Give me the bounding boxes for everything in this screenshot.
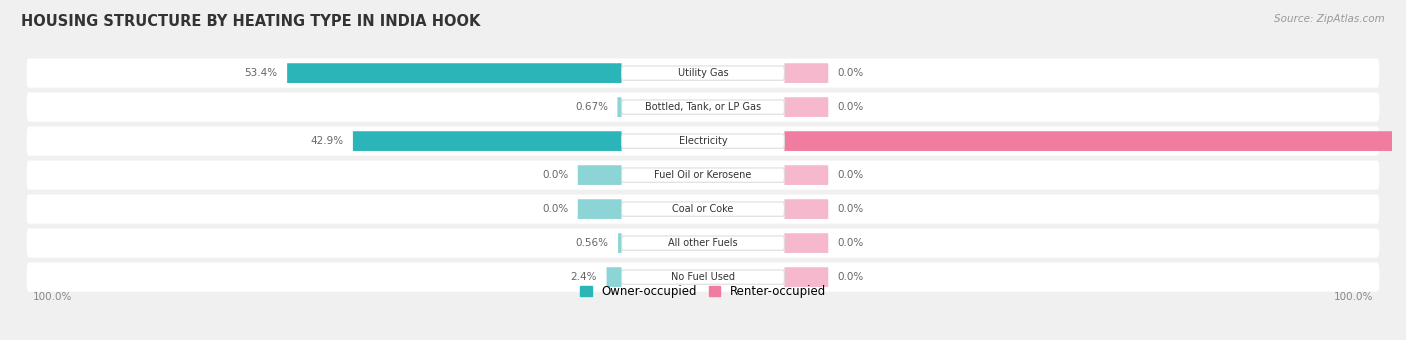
Text: 0.0%: 0.0%	[838, 170, 863, 180]
FancyBboxPatch shape	[578, 199, 621, 219]
FancyBboxPatch shape	[353, 131, 621, 151]
Text: 0.0%: 0.0%	[838, 238, 863, 248]
Text: 0.0%: 0.0%	[838, 272, 863, 282]
FancyBboxPatch shape	[606, 267, 621, 287]
FancyBboxPatch shape	[27, 92, 1379, 122]
FancyBboxPatch shape	[785, 199, 828, 219]
FancyBboxPatch shape	[578, 165, 621, 185]
Text: 42.9%: 42.9%	[311, 136, 343, 146]
Text: Bottled, Tank, or LP Gas: Bottled, Tank, or LP Gas	[645, 102, 761, 112]
FancyBboxPatch shape	[621, 270, 785, 284]
FancyBboxPatch shape	[621, 168, 785, 182]
FancyBboxPatch shape	[27, 228, 1379, 258]
Text: 0.0%: 0.0%	[838, 102, 863, 112]
FancyBboxPatch shape	[27, 126, 1379, 156]
Text: 0.0%: 0.0%	[838, 204, 863, 214]
FancyBboxPatch shape	[785, 267, 828, 287]
Text: 0.56%: 0.56%	[575, 238, 609, 248]
Text: All other Fuels: All other Fuels	[668, 238, 738, 248]
Legend: Owner-occupied, Renter-occupied: Owner-occupied, Renter-occupied	[579, 285, 827, 298]
FancyBboxPatch shape	[785, 131, 1406, 151]
Text: 0.0%: 0.0%	[543, 170, 568, 180]
Text: 100.0%: 100.0%	[32, 292, 72, 302]
FancyBboxPatch shape	[27, 160, 1379, 190]
Text: 0.0%: 0.0%	[838, 68, 863, 78]
Text: Coal or Coke: Coal or Coke	[672, 204, 734, 214]
Text: Source: ZipAtlas.com: Source: ZipAtlas.com	[1274, 14, 1385, 23]
Text: Utility Gas: Utility Gas	[678, 68, 728, 78]
FancyBboxPatch shape	[621, 236, 785, 250]
Text: Electricity: Electricity	[679, 136, 727, 146]
FancyBboxPatch shape	[785, 165, 828, 185]
Text: HOUSING STRUCTURE BY HEATING TYPE IN INDIA HOOK: HOUSING STRUCTURE BY HEATING TYPE IN IND…	[21, 14, 481, 29]
Text: 2.4%: 2.4%	[571, 272, 598, 282]
FancyBboxPatch shape	[27, 58, 1379, 88]
Text: 0.67%: 0.67%	[575, 102, 607, 112]
FancyBboxPatch shape	[785, 233, 828, 253]
FancyBboxPatch shape	[27, 194, 1379, 224]
Text: 53.4%: 53.4%	[245, 68, 278, 78]
FancyBboxPatch shape	[621, 66, 785, 80]
FancyBboxPatch shape	[617, 97, 621, 117]
FancyBboxPatch shape	[621, 202, 785, 216]
FancyBboxPatch shape	[621, 100, 785, 114]
Text: No Fuel Used: No Fuel Used	[671, 272, 735, 282]
Text: Fuel Oil or Kerosene: Fuel Oil or Kerosene	[654, 170, 752, 180]
FancyBboxPatch shape	[27, 262, 1379, 292]
Text: 0.0%: 0.0%	[543, 204, 568, 214]
Text: 100.0%: 100.0%	[1334, 292, 1374, 302]
FancyBboxPatch shape	[621, 134, 785, 148]
FancyBboxPatch shape	[785, 97, 828, 117]
FancyBboxPatch shape	[287, 63, 621, 83]
FancyBboxPatch shape	[619, 233, 621, 253]
FancyBboxPatch shape	[785, 63, 828, 83]
